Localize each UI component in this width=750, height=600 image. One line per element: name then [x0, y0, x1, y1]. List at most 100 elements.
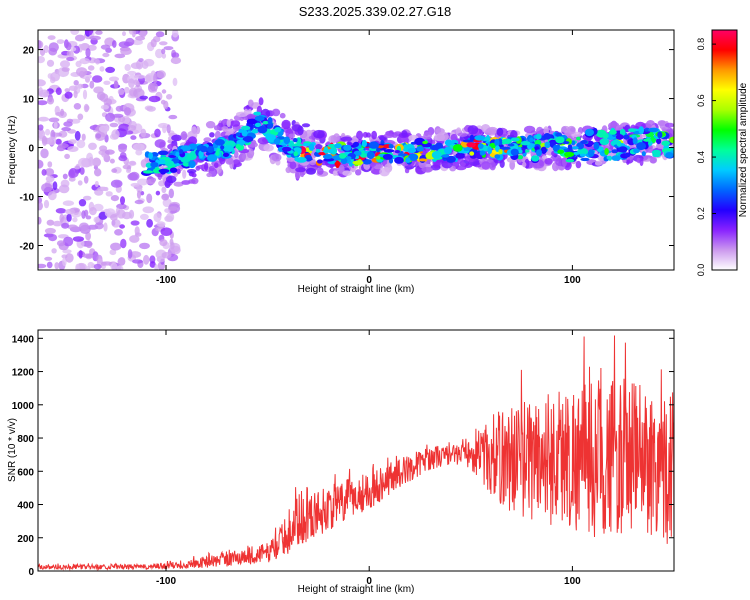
- spectrogram-noise-blob: [118, 41, 130, 48]
- spectrogram-track-blob: [343, 144, 352, 151]
- spectrogram-noise-blob: [60, 108, 65, 117]
- spectrogram-noise-blob: [68, 139, 77, 145]
- spectrogram-noise-blob: [94, 189, 104, 196]
- spectrogram-noise-blob: [164, 208, 171, 214]
- spectrogram-noise-blob: [55, 208, 67, 214]
- spectrogram-noise-blob: [130, 182, 140, 187]
- spectrogram-track-blob: [265, 134, 277, 141]
- spectrogram-halo-blob: [523, 125, 536, 134]
- spectrogram-noise-blob: [100, 104, 109, 110]
- spectrogram-noise-blob: [132, 143, 145, 151]
- spectrogram-track-blob: [498, 149, 503, 155]
- spectrogram-track-blob: [580, 157, 590, 162]
- spectrogram-track-blob: [283, 136, 291, 145]
- spectrogram-noise-blob: [88, 142, 97, 150]
- spectrogram-noise-blob: [83, 103, 89, 113]
- spectrogram-track-blob: [632, 137, 638, 145]
- snr-ytick-label: 1200: [12, 368, 35, 379]
- spectrogram-halo-blob: [404, 168, 410, 174]
- spectrogram-track-blob: [375, 155, 381, 160]
- spectrogram-noise-blob: [84, 30, 94, 36]
- spectrogram-track-blob: [317, 159, 323, 164]
- spectrogram-track-blob: [618, 146, 628, 153]
- spectrogram-noise-blob: [83, 195, 92, 201]
- spectrogram-noise-blob: [166, 124, 171, 134]
- spectrogram-halo-blob: [230, 120, 241, 127]
- spectrogram-noise-blob: [149, 82, 158, 92]
- spectrogram-noise-blob: [160, 227, 173, 236]
- spectrogram-track-blob: [529, 137, 534, 143]
- spectrogram-noise-blob: [48, 117, 60, 123]
- spectrogram-noise-blob: [136, 190, 142, 199]
- spectrogram-track-blob: [587, 140, 594, 146]
- spectrogram-track-blob: [353, 150, 362, 156]
- spectrogram-track-blob: [648, 127, 659, 133]
- spectrogram-noise-blob: [75, 263, 80, 270]
- spectrogram-track-blob: [422, 140, 428, 145]
- spectrogram-noise-blob: [56, 240, 66, 247]
- spectrogram-halo-blob: [209, 132, 215, 138]
- spectrogram-noise-blob: [73, 80, 79, 86]
- spectrogram-halo-blob: [239, 151, 247, 161]
- spectrogram-noise-blob: [116, 265, 124, 270]
- spectrogram-noise-blob: [82, 253, 94, 259]
- spectrogram-track-blob: [257, 125, 268, 134]
- spectrogram-track-blob: [150, 162, 159, 168]
- spectrogram-track-blob: [495, 145, 500, 153]
- spectrogram-noise-blob: [161, 48, 166, 55]
- spectrogram-halo-blob: [437, 131, 449, 142]
- spectrogram-noise-blob: [171, 52, 180, 59]
- spectrogram-noise-blob: [78, 250, 83, 259]
- spectrogram-noise-blob: [134, 226, 140, 236]
- spectrogram-noise-blob: [142, 206, 155, 214]
- spectrogram-noise-blob: [61, 67, 70, 72]
- spectrogram-noise-blob: [68, 85, 78, 91]
- spectrogram-noise-blob: [67, 224, 78, 230]
- spectrogram-halo-blob: [450, 133, 458, 142]
- spectrogram-noise-blob: [112, 40, 117, 48]
- spectrogram-noise-blob: [114, 80, 119, 89]
- spectrogram-halo-blob: [365, 132, 371, 138]
- spectrogram-noise-blob: [137, 178, 149, 186]
- spectrogram-noise-blob: [144, 74, 151, 82]
- spectrogram-track-blob: [469, 134, 475, 142]
- spectrogram-noise-blob: [99, 66, 105, 72]
- spectrogram-track-blob: [661, 140, 670, 146]
- spectrogram-track-blob: [615, 134, 624, 140]
- spectrogram-track-blob: [222, 152, 230, 157]
- spectrogram-track-blob: [517, 155, 524, 160]
- spectrogram-halo-blob: [342, 170, 352, 176]
- spectrogram-noise-blob: [38, 159, 44, 169]
- spectrogram-halo-blob: [317, 167, 324, 175]
- spectrogram-noise-blob: [61, 127, 71, 132]
- spectrogram-track-blob: [540, 146, 547, 154]
- spectrogram-halo-blob: [379, 167, 390, 177]
- spectrogram-track-blob: [164, 160, 175, 167]
- spectrogram-track-blob: [394, 156, 404, 164]
- spectrogram-track-blob: [665, 152, 674, 158]
- spectrogram-noise-blob: [74, 130, 81, 141]
- spectrogram-halo-blob: [297, 125, 304, 136]
- spectrogram-noise-blob: [59, 213, 64, 223]
- spectrogram-noise-blob: [78, 222, 90, 231]
- spectrogram-noise-blob: [64, 208, 76, 215]
- spectrogram-track-blob: [366, 151, 375, 160]
- spectrogram-noise-blob: [64, 91, 73, 99]
- spectrogram-track-blob: [353, 141, 359, 147]
- spectrogram-noise-blob: [98, 125, 110, 133]
- spectrogram-halo-blob: [305, 167, 317, 175]
- spectrogram-noise-blob: [118, 257, 126, 265]
- spectrogram-noise-blob: [118, 155, 128, 162]
- colorbar-label: Normalized spectral amplitude: [738, 82, 749, 217]
- colorbar-ticks: 0.0 0.2 0.4 0.6 0.8: [696, 38, 716, 276]
- spectrogram-noise-blob: [51, 248, 57, 254]
- spectrogram-noise-blob: [159, 239, 168, 247]
- spectrogram-noise-blob: [135, 149, 143, 156]
- spectrogram-noise-blob: [140, 128, 147, 138]
- spectrogram-track-blob: [368, 141, 380, 149]
- spectrogram-track-blob: [510, 137, 520, 142]
- spectrogram-noise-blob: [73, 90, 78, 99]
- spectrogram-noise-blob: [74, 34, 86, 42]
- spectrogram-noise-blob: [110, 262, 118, 270]
